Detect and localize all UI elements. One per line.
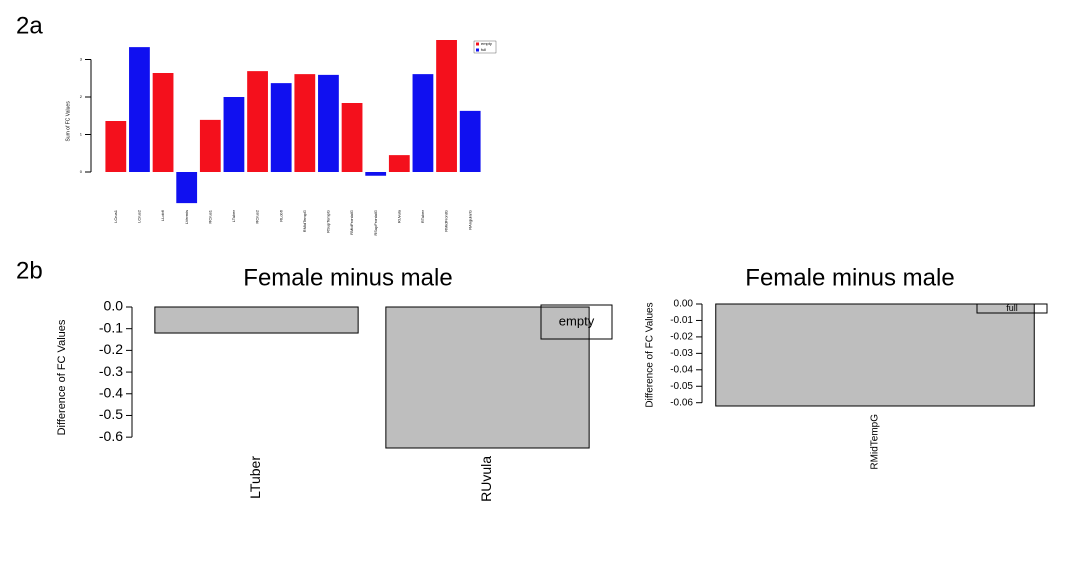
legend-swatch (476, 48, 479, 52)
y-tick-label: 0.00 (674, 299, 694, 310)
y-axis-label: Difference of FC Values (56, 319, 68, 435)
legend-swatch (476, 42, 479, 46)
y-tick-label: 2 (80, 94, 83, 99)
y-tick-label: -0.6 (99, 428, 123, 444)
bar (247, 71, 268, 172)
y-tick-label: -0.05 (670, 381, 693, 392)
bar (154, 306, 359, 334)
y-tick-label: -0.1 (99, 319, 123, 335)
x-tick-label: LCrus2 (137, 209, 142, 223)
legend-label: full (1006, 303, 1018, 313)
x-tick-label: RUvula (478, 456, 494, 502)
x-tick-label: RTuber (420, 209, 425, 223)
x-tick-label: RSupTempG (326, 210, 331, 233)
y-tick-label: -0.4 (99, 384, 123, 400)
x-tick-label: RCrus2 (255, 209, 260, 223)
bar (294, 74, 316, 172)
bar (385, 306, 590, 449)
bar (318, 74, 339, 172)
y-tick-label: -0.03 (670, 348, 693, 359)
panel-label: 2b (16, 257, 43, 284)
legend-label: empty (559, 313, 595, 328)
bar (152, 73, 174, 172)
x-tick-label: RMidTempG (302, 210, 307, 232)
y-tick-label: -0.04 (670, 364, 693, 375)
x-tick-label: LTuber (231, 209, 236, 222)
y-axis-label: Sum of FC Values (65, 101, 71, 142)
bar (412, 74, 434, 172)
x-tick-label: RSupFrontalG (373, 210, 378, 236)
y-tick-label: -0.2 (99, 341, 123, 357)
x-tick-label: RMidTempG (870, 414, 881, 470)
x-tick-label: RAngularG (467, 210, 472, 230)
bar (365, 172, 387, 176)
x-tick-label: LVermis (184, 210, 189, 224)
x-tick-label: RMidFrontG (444, 210, 449, 232)
legend-label: empty (481, 41, 492, 46)
bar (715, 303, 1035, 407)
x-tick-label: RMidFrontalG (349, 210, 354, 235)
chart-title: Female minus male (243, 264, 452, 291)
legend-box (473, 40, 497, 54)
bar (223, 97, 245, 172)
y-axis-label: Difference of FC Values (645, 302, 656, 407)
y-tick-label: -0.06 (670, 397, 693, 408)
y-tick-label: 0.0 (104, 298, 124, 314)
panel-label: 2a (16, 12, 43, 39)
bar (459, 110, 481, 172)
x-tick-label: RCrus1 (207, 209, 212, 223)
bar (105, 121, 127, 172)
y-tick-label: -0.02 (670, 332, 693, 343)
bar (176, 172, 198, 204)
bar (129, 47, 150, 172)
y-tick-label: -0.3 (99, 363, 123, 379)
x-tick-label: LCrus1 (113, 209, 118, 223)
bar (199, 119, 221, 172)
legend-box (976, 303, 1048, 314)
x-tick-label: LTuber (247, 456, 263, 499)
y-tick-label: 3 (80, 57, 83, 62)
chart-title: Female minus male (745, 264, 954, 291)
y-tick-label: -0.01 (670, 315, 693, 326)
x-tick-label: RLob6 (278, 209, 283, 222)
legend-label: full (481, 47, 486, 52)
x-tick-label: RUvula (396, 209, 401, 223)
y-tick-label: 0 (80, 169, 83, 174)
bar (388, 155, 410, 172)
x-tick-label: LLob6 (160, 209, 165, 221)
legend-box (540, 304, 613, 340)
bar (436, 40, 457, 172)
bar (341, 103, 363, 172)
bar (270, 83, 292, 172)
y-tick-label: 1 (80, 132, 83, 137)
y-tick-label: -0.5 (99, 406, 123, 422)
